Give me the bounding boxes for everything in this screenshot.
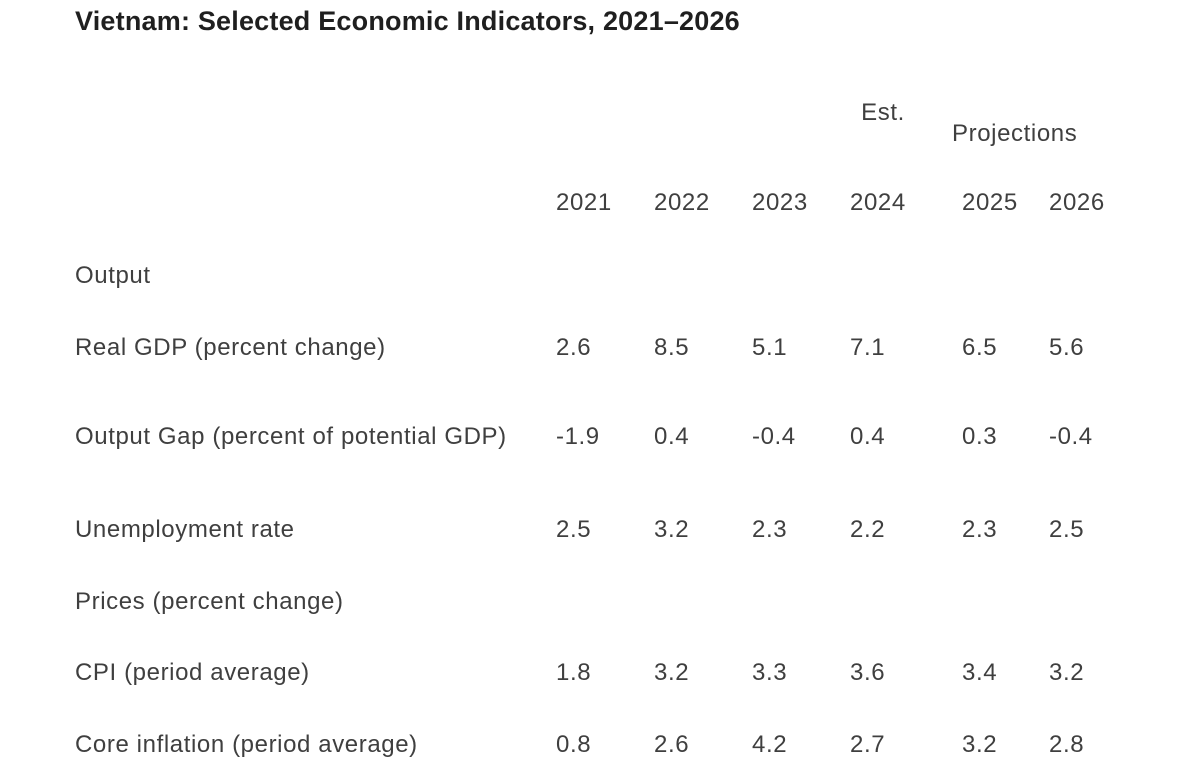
year-header-2024: 2024	[850, 189, 906, 216]
year-header-2022: 2022	[654, 189, 710, 216]
value-cell: 5.6	[1049, 334, 1085, 361]
table-row-real-gdp: Real GDP (percent change) 2.6 8.5 5.1 7.…	[75, 331, 1200, 365]
value-cell: 2.8	[1049, 731, 1085, 758]
value-cell: 2.6	[556, 334, 592, 361]
section-row-output: Output	[75, 259, 1200, 293]
section-row-prices: Prices (percent change)	[75, 585, 1200, 619]
year-header-2021: 2021	[556, 189, 612, 216]
table-row-cpi: CPI (period average) 1.8 3.2 3.3 3.6 3.4…	[75, 656, 1200, 690]
value-cell: 0.8	[556, 731, 592, 758]
table-row-output-gap: Output Gap (percent of potential GDP) -1…	[75, 403, 1200, 471]
value-cell: 3.6	[850, 659, 886, 686]
value-cell: 3.4	[962, 659, 998, 686]
est-column-group-header: Est.	[861, 99, 905, 126]
value-cell: 7.1	[850, 334, 886, 361]
value-cell: -0.4	[1049, 423, 1093, 450]
year-header-2026: 2026	[1049, 189, 1105, 216]
value-cell: 6.5	[962, 334, 998, 361]
value-cell: -1.9	[556, 423, 600, 450]
value-cell: 2.7	[850, 731, 886, 758]
value-cell: 3.2	[654, 516, 690, 543]
row-label: CPI (period average)	[75, 659, 310, 686]
year-header-row: 2021 2022 2023 2024 2025 2026	[75, 186, 1200, 220]
value-cell: 0.3	[962, 423, 998, 450]
value-cell: 3.2	[654, 659, 690, 686]
row-label: Real GDP (percent change)	[75, 334, 386, 361]
value-cell: 0.4	[654, 423, 690, 450]
value-cell: 2.3	[752, 516, 788, 543]
value-cell: 3.2	[1049, 659, 1085, 686]
value-cell: 1.8	[556, 659, 592, 686]
row-label: Output Gap (percent of potential GDP)	[75, 423, 507, 450]
row-label: Core inflation (period average)	[75, 731, 418, 758]
value-cell: 2.6	[654, 731, 690, 758]
value-cell: 2.3	[962, 516, 998, 543]
year-header-2025: 2025	[962, 189, 1018, 216]
value-cell: 2.2	[850, 516, 886, 543]
table-row-unemployment: Unemployment rate 2.5 3.2 2.3 2.2 2.3 2.…	[75, 513, 1200, 547]
section-label: Prices (percent change)	[75, 588, 344, 615]
value-cell: 8.5	[654, 334, 690, 361]
section-label: Output	[75, 262, 151, 289]
table-title: Vietnam: Selected Economic Indicators, 2…	[75, 6, 740, 36]
year-header-spacer	[75, 186, 525, 220]
value-cell: 3.3	[752, 659, 788, 686]
projections-column-group-header: Projections	[952, 120, 1078, 147]
year-header-2023: 2023	[752, 189, 808, 216]
row-label: Unemployment rate	[75, 516, 295, 543]
value-cell: 4.2	[752, 731, 788, 758]
table-row-core-inflation: Core inflation (period average) 0.8 2.6 …	[75, 728, 1200, 762]
value-cell: -0.4	[752, 423, 796, 450]
value-cell: 0.4	[850, 423, 886, 450]
value-cell: 2.5	[556, 516, 592, 543]
value-cell: 3.2	[962, 731, 998, 758]
value-cell: 5.1	[752, 334, 788, 361]
value-cell: 2.5	[1049, 516, 1085, 543]
